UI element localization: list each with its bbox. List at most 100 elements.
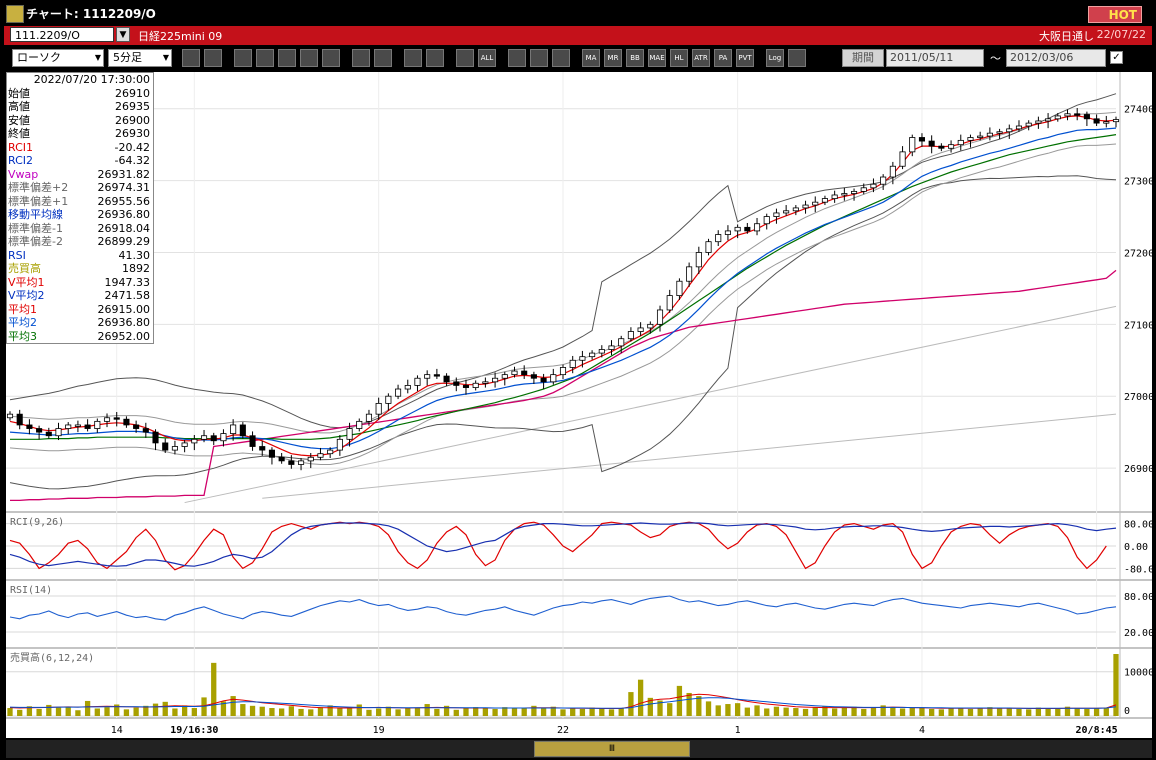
info-row: Vwap 26931.82 bbox=[7, 168, 153, 182]
candle-body bbox=[569, 359, 576, 368]
mae-icon[interactable]: MAE bbox=[648, 49, 666, 67]
symbol-dropdown-icon[interactable]: ▼ bbox=[116, 27, 130, 42]
info-label: 平均3 bbox=[8, 329, 37, 343]
wrench-icon[interactable] bbox=[530, 49, 548, 67]
info-value: 26955.56 bbox=[97, 194, 151, 208]
horizontal-scrollbar[interactable]: Ⅲ bbox=[6, 740, 1152, 758]
candle-body bbox=[899, 151, 906, 167]
candle-body bbox=[986, 132, 993, 137]
volume-bar bbox=[443, 705, 450, 716]
info-row: RCI2 -64.32 bbox=[7, 154, 153, 168]
volume-bar bbox=[967, 708, 974, 716]
rci-tick-label: 0.00 bbox=[1124, 542, 1148, 553]
date-to-field[interactable]: 2012/03/06 bbox=[1006, 49, 1106, 67]
volume-bar bbox=[230, 696, 236, 716]
volume-bar bbox=[570, 708, 576, 716]
export-icon[interactable] bbox=[788, 49, 806, 67]
all-icon[interactable]: ALL bbox=[478, 49, 496, 67]
pen-icon[interactable] bbox=[352, 49, 370, 67]
info-label: 高値 bbox=[8, 100, 30, 113]
rotate-icon[interactable] bbox=[404, 49, 422, 67]
candle-body bbox=[909, 137, 916, 153]
volume-bar bbox=[773, 706, 780, 716]
candle-body bbox=[1112, 119, 1120, 123]
candle-body bbox=[792, 207, 799, 212]
info-value: 26915.00 bbox=[97, 302, 151, 316]
range-checkbox[interactable]: ✓ bbox=[1110, 51, 1123, 64]
candle-body bbox=[918, 137, 926, 142]
chart-type-select[interactable]: ローソク ▼ bbox=[12, 49, 104, 67]
symbol-input[interactable]: 111.2209/O bbox=[10, 27, 114, 42]
window-title: チャート: 1112209/O bbox=[26, 7, 156, 21]
volume-bar bbox=[764, 708, 770, 716]
interval-select[interactable]: 5分足 ▼ bbox=[108, 49, 172, 67]
window-titlebar: チャート: 1112209/O HOT bbox=[0, 0, 1156, 26]
candle-body bbox=[191, 438, 198, 444]
log-icon[interactable]: Log bbox=[766, 49, 784, 67]
scrollbar-thumb[interactable]: Ⅲ bbox=[534, 741, 690, 757]
line-draw-icon[interactable] bbox=[234, 49, 252, 67]
ma-icon[interactable]: MA bbox=[582, 49, 600, 67]
mr-icon[interactable]: MR bbox=[604, 49, 622, 67]
split-icon[interactable] bbox=[300, 49, 318, 67]
candle-body bbox=[298, 460, 305, 465]
range-tilde: 〜 bbox=[990, 52, 1001, 65]
volume-bar bbox=[249, 705, 256, 716]
x-tick-label: 14 bbox=[111, 725, 123, 736]
help-icon[interactable] bbox=[322, 49, 340, 67]
candle-body bbox=[462, 385, 470, 388]
hl-icon[interactable]: HL bbox=[670, 49, 688, 67]
volume-bar bbox=[899, 708, 906, 716]
candle-body bbox=[589, 352, 596, 358]
candle-body bbox=[94, 420, 101, 429]
arrow-icon[interactable] bbox=[374, 49, 392, 67]
rci1-line bbox=[9, 521, 1107, 571]
date-from-field[interactable]: 2011/05/11 bbox=[886, 49, 984, 67]
ohlc-info-panel: 2022/07/20 17:30:00 始値 26910 高値 26935 安値 2690… bbox=[6, 72, 154, 344]
info-label: 標準偏差+2 bbox=[8, 181, 69, 194]
candle-a-icon[interactable] bbox=[426, 49, 444, 67]
volume-bar bbox=[94, 708, 100, 716]
candle-b-icon[interactable] bbox=[456, 49, 474, 67]
gear-icon[interactable] bbox=[508, 49, 526, 67]
chart-svg[interactable]: 27400 27300 27200 27100 27000 26900 80.00 0.00 -… bbox=[6, 72, 1152, 738]
candle-body bbox=[414, 377, 421, 386]
info-label: RSI bbox=[8, 248, 26, 262]
x-tick-label: 19 bbox=[373, 725, 385, 736]
price-tick-label: 26900 bbox=[1124, 464, 1152, 475]
candle-body bbox=[666, 295, 673, 311]
volume-bar bbox=[977, 707, 983, 716]
atr-icon[interactable]: ATR bbox=[692, 49, 710, 67]
candle-body bbox=[656, 309, 664, 325]
period-button[interactable]: 期間 bbox=[842, 49, 884, 67]
candle-body bbox=[977, 135, 984, 138]
pa-icon[interactable]: PA bbox=[714, 49, 732, 67]
hot-button[interactable]: HOT bbox=[1088, 6, 1142, 23]
bb-icon[interactable]: BB bbox=[626, 49, 644, 67]
volume-bar bbox=[929, 708, 935, 716]
bars-icon[interactable] bbox=[278, 49, 296, 67]
candle-body bbox=[249, 435, 256, 447]
info-value: 26936.80 bbox=[97, 316, 151, 329]
candle-body bbox=[540, 377, 547, 383]
volume-bar bbox=[220, 701, 227, 716]
candle-body bbox=[113, 417, 120, 420]
volume-bar bbox=[996, 708, 1003, 716]
volume-bar bbox=[1006, 708, 1012, 716]
volume-bar bbox=[880, 705, 886, 716]
candle-body bbox=[996, 131, 1003, 134]
volume-bar bbox=[240, 704, 246, 716]
candle-body bbox=[637, 327, 644, 332]
candle-body bbox=[210, 435, 217, 442]
zoom-in-icon[interactable] bbox=[182, 49, 200, 67]
info-value: -64.32 bbox=[114, 154, 150, 167]
cursor-icon[interactable] bbox=[204, 49, 222, 67]
pvt-icon[interactable]: PVT bbox=[736, 49, 754, 67]
chart-area[interactable]: 27400 27300 27200 27100 27000 26900 80.00 0.00 -… bbox=[6, 72, 1152, 738]
candle-body bbox=[492, 377, 499, 383]
trend-line bbox=[184, 305, 1117, 504]
palette-icon[interactable] bbox=[552, 49, 570, 67]
zoom-icon[interactable] bbox=[256, 49, 274, 67]
volume-bar bbox=[308, 709, 314, 716]
rsi-tick-label: 80.00 bbox=[1124, 592, 1152, 603]
